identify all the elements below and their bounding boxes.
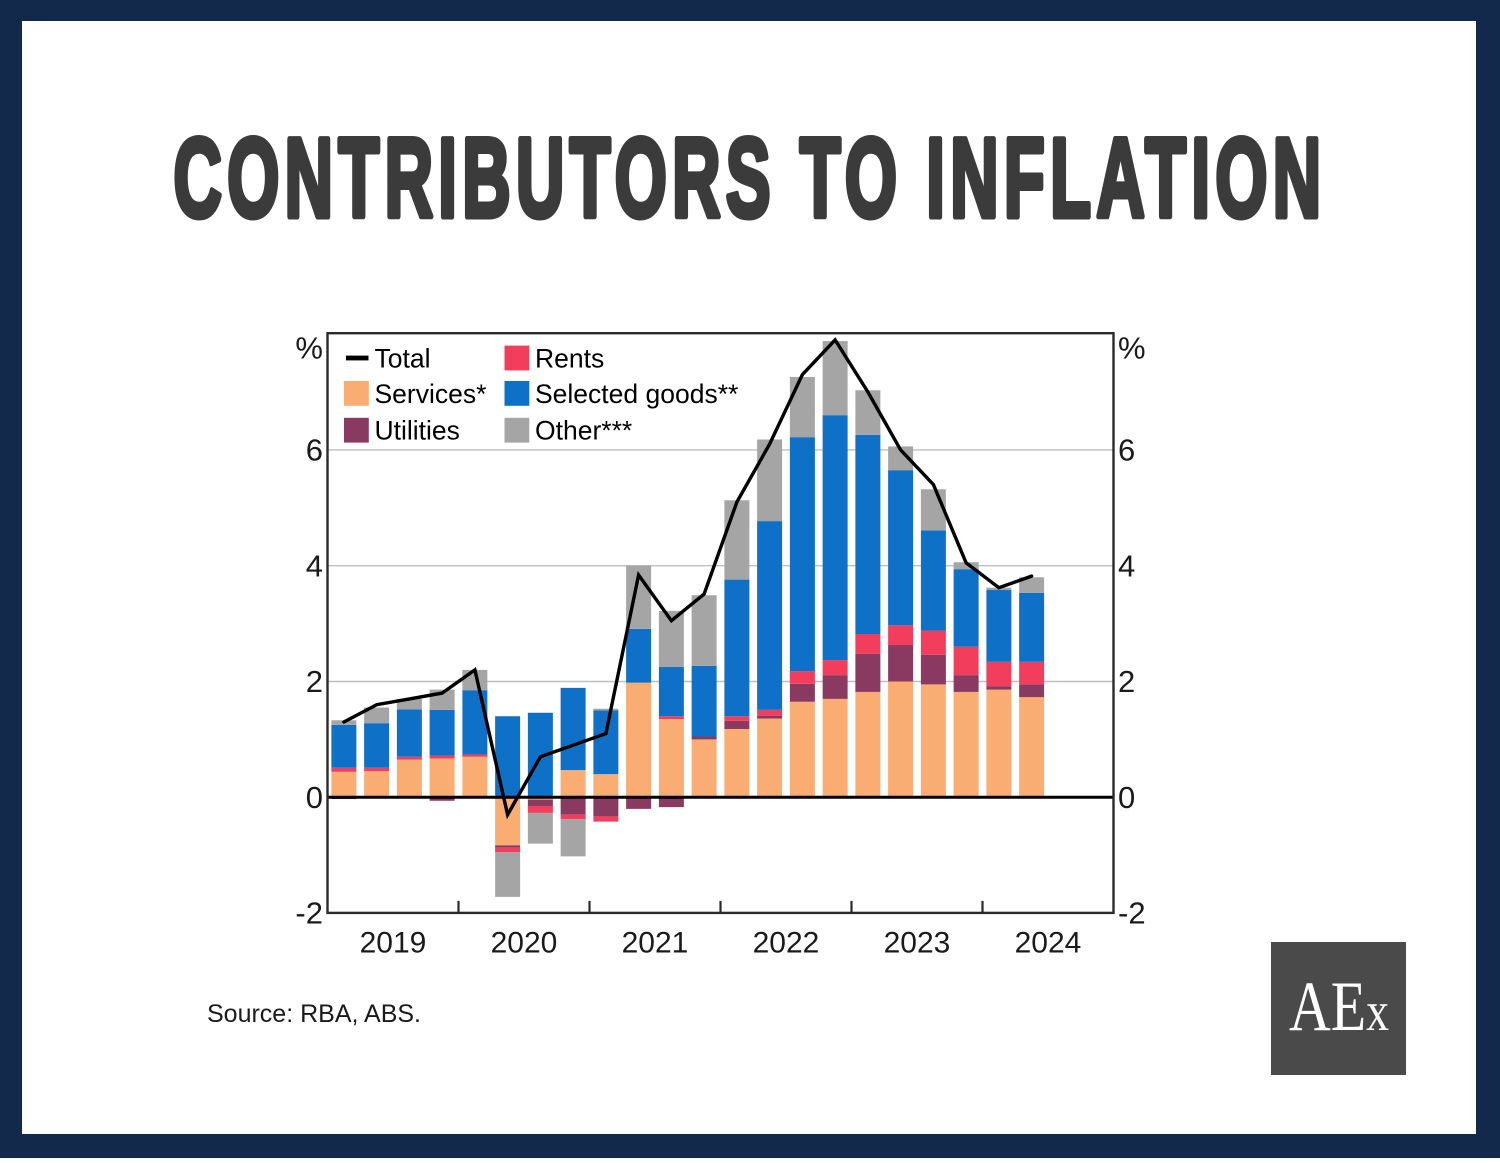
svg-text:Source: RBA, ABS.: Source: RBA, ABS. — [207, 1000, 421, 1028]
svg-text:-2: -2 — [295, 896, 323, 931]
svg-text:AEx: AEx — [1289, 968, 1389, 1046]
svg-text:-2: -2 — [1118, 896, 1146, 931]
svg-text:2023: 2023 — [884, 927, 951, 960]
svg-text:2: 2 — [306, 664, 323, 699]
svg-text:2020: 2020 — [491, 927, 558, 960]
svg-text:2021: 2021 — [622, 927, 689, 960]
svg-text:4: 4 — [306, 548, 323, 583]
svg-text:0: 0 — [1118, 780, 1135, 815]
svg-text:Selected goods**: Selected goods** — [535, 379, 738, 409]
svg-text:Total: Total — [375, 343, 431, 373]
svg-text:2: 2 — [1118, 664, 1135, 699]
svg-text:%: % — [295, 330, 323, 365]
svg-text:Utilities: Utilities — [375, 416, 460, 446]
svg-text:0: 0 — [306, 780, 323, 815]
svg-text:%: % — [1118, 330, 1146, 365]
svg-text:Rents: Rents — [535, 343, 604, 373]
svg-text:Services*: Services* — [375, 379, 487, 409]
svg-text:2024: 2024 — [1015, 927, 1082, 960]
svg-text:Other***: Other*** — [535, 416, 632, 446]
svg-text:6: 6 — [1118, 433, 1135, 468]
svg-text:4: 4 — [1118, 548, 1135, 583]
svg-text:CONTRIBUTORS TO INFLATION: CONTRIBUTORS TO INFLATION — [174, 116, 1327, 241]
svg-text:2019: 2019 — [360, 927, 427, 960]
svg-text:2022: 2022 — [753, 927, 820, 960]
svg-text:6: 6 — [306, 433, 323, 468]
